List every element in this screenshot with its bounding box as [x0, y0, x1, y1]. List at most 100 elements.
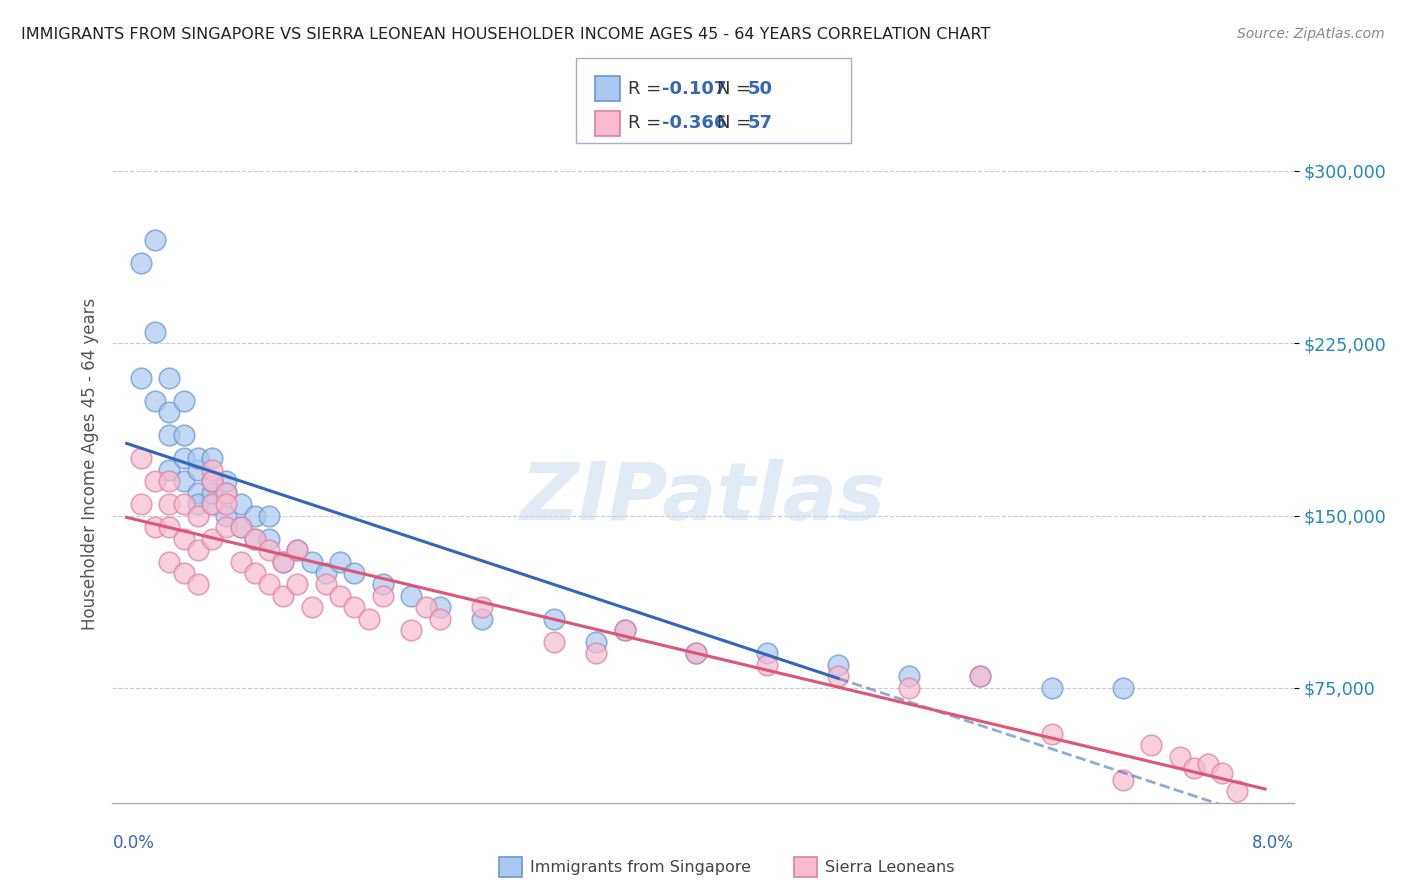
Point — [229, 497, 252, 511]
Point — [1112, 681, 1135, 695]
Point — [1168, 749, 1191, 764]
Point — [271, 554, 294, 568]
Point — [585, 647, 607, 661]
Point — [429, 600, 451, 615]
Point — [415, 600, 437, 615]
Point — [1182, 761, 1205, 775]
Point — [173, 566, 195, 580]
Point — [613, 624, 636, 638]
Text: 8.0%: 8.0% — [1251, 834, 1294, 852]
Text: -0.107: -0.107 — [662, 80, 727, 98]
Point — [827, 669, 849, 683]
Point — [401, 589, 423, 603]
Text: Sierra Leoneans: Sierra Leoneans — [825, 860, 955, 874]
Point — [173, 428, 195, 442]
Point — [157, 497, 180, 511]
Point — [201, 497, 224, 511]
Point — [1112, 772, 1135, 787]
Point — [401, 624, 423, 638]
Point — [243, 566, 266, 580]
Point — [229, 520, 252, 534]
Point — [187, 543, 209, 558]
Point — [287, 543, 309, 558]
Point — [343, 566, 366, 580]
Point — [898, 669, 921, 683]
Point — [201, 497, 224, 511]
Text: N =: N = — [717, 114, 756, 132]
Point — [187, 451, 209, 466]
Point — [201, 485, 224, 500]
Point — [129, 370, 152, 384]
Point — [143, 233, 166, 247]
Point — [201, 451, 224, 466]
Text: 50: 50 — [748, 80, 773, 98]
Point — [827, 657, 849, 672]
Point — [613, 624, 636, 638]
Text: Immigrants from Singapore: Immigrants from Singapore — [530, 860, 751, 874]
Point — [129, 451, 152, 466]
Point — [173, 474, 195, 488]
Text: R =: R = — [628, 114, 668, 132]
Point — [357, 612, 380, 626]
Point — [201, 474, 224, 488]
Point — [201, 462, 224, 476]
Point — [187, 577, 209, 591]
Point — [685, 647, 707, 661]
Point — [315, 577, 337, 591]
Point — [229, 520, 252, 534]
Point — [1226, 784, 1249, 798]
Point — [969, 669, 991, 683]
Point — [187, 508, 209, 523]
Text: N =: N = — [717, 80, 756, 98]
Point — [969, 669, 991, 683]
Text: 0.0%: 0.0% — [112, 834, 155, 852]
Point — [257, 532, 280, 546]
Point — [215, 520, 238, 534]
Point — [1040, 681, 1063, 695]
Point — [143, 325, 166, 339]
Point — [229, 554, 252, 568]
Point — [243, 532, 266, 546]
Point — [329, 554, 352, 568]
Point — [173, 532, 195, 546]
Text: ZIPatlas: ZIPatlas — [520, 458, 886, 537]
Point — [187, 497, 209, 511]
Point — [215, 497, 238, 511]
Point — [756, 647, 779, 661]
Point — [157, 405, 180, 419]
Point — [187, 462, 209, 476]
Point — [371, 589, 394, 603]
Point — [157, 462, 180, 476]
Point — [173, 451, 195, 466]
Point — [287, 577, 309, 591]
Point — [157, 474, 180, 488]
Point — [585, 635, 607, 649]
Point — [257, 508, 280, 523]
Point — [143, 520, 166, 534]
Point — [287, 543, 309, 558]
Point — [129, 256, 152, 270]
Point — [756, 657, 779, 672]
Point — [257, 577, 280, 591]
Point — [329, 589, 352, 603]
Point — [157, 554, 180, 568]
Point — [157, 370, 180, 384]
Point — [429, 612, 451, 626]
Text: IMMIGRANTS FROM SINGAPORE VS SIERRA LEONEAN HOUSEHOLDER INCOME AGES 45 - 64 YEAR: IMMIGRANTS FROM SINGAPORE VS SIERRA LEON… — [21, 27, 990, 42]
Point — [143, 393, 166, 408]
Point — [143, 474, 166, 488]
Point — [315, 566, 337, 580]
Point — [898, 681, 921, 695]
Point — [173, 497, 195, 511]
Point — [1140, 739, 1163, 753]
Text: R =: R = — [628, 80, 668, 98]
Point — [157, 520, 180, 534]
Point — [243, 532, 266, 546]
Point — [301, 554, 323, 568]
Text: -0.366: -0.366 — [662, 114, 727, 132]
Point — [1211, 766, 1233, 780]
Point — [471, 612, 494, 626]
Text: Source: ZipAtlas.com: Source: ZipAtlas.com — [1237, 27, 1385, 41]
Point — [243, 508, 266, 523]
Point — [129, 497, 152, 511]
